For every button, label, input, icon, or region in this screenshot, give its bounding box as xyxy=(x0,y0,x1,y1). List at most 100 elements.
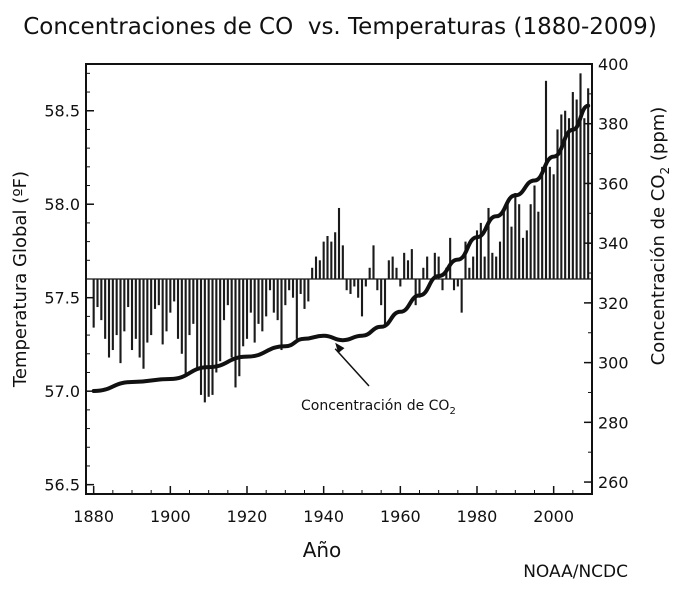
temperature-bar xyxy=(245,279,249,339)
y-axis-left: 56.5 57.0 57.5 58.0 58.5 xyxy=(44,72,94,495)
temperature-bar xyxy=(130,279,134,351)
temperature-bar xyxy=(192,279,195,324)
temperature-bar xyxy=(544,80,548,279)
y-axis-right-label-main: Concentración de CO xyxy=(648,174,669,365)
temperature-bar xyxy=(341,245,344,279)
temperature-bar xyxy=(383,279,387,328)
temperature-bar xyxy=(253,279,256,343)
x-tick-label: 1900 xyxy=(150,507,191,526)
temperature-bar xyxy=(291,279,295,298)
y-right-tick-label: 400 xyxy=(598,55,629,74)
temperature-bar xyxy=(276,279,279,321)
y-right-tick-label: 280 xyxy=(598,413,629,432)
temperature-bar xyxy=(242,279,245,347)
temperature-bar xyxy=(418,279,421,298)
temperature-bar xyxy=(571,92,574,279)
temperature-bar xyxy=(188,279,191,336)
temperature-bar xyxy=(483,256,486,279)
temperature-bar xyxy=(357,279,360,298)
y-axis-right-label-end: (ppm) xyxy=(648,107,669,167)
temperature-bar xyxy=(138,279,141,358)
temperature-bar xyxy=(326,236,329,279)
temperature-bar xyxy=(506,200,509,279)
y-right-tick-label: 380 xyxy=(598,115,629,134)
temperature-bar xyxy=(146,279,149,343)
temperature-bar xyxy=(537,211,540,279)
temperature-bar xyxy=(498,241,502,279)
temperature-bar xyxy=(314,256,318,279)
temperature-bar xyxy=(92,279,95,328)
temperature-bar xyxy=(96,279,99,308)
x-axis: 1880 1900 1920 1940 1960 1980 2000 xyxy=(73,486,574,526)
temperature-bar xyxy=(387,260,390,279)
temperature-bar xyxy=(238,279,241,377)
x-axis-label: Año xyxy=(303,538,342,562)
temperature-bar xyxy=(372,245,375,279)
temperature-bar xyxy=(169,279,172,313)
temperature-bar xyxy=(111,279,114,351)
temperature-bar xyxy=(583,118,586,279)
y-right-tick-label: 300 xyxy=(598,354,629,373)
temperature-bar xyxy=(441,279,444,291)
temperature-bar xyxy=(199,279,203,395)
temperature-bar xyxy=(184,279,187,377)
temperature-bar xyxy=(311,267,314,279)
temperature-bar xyxy=(525,230,528,279)
temperature-bar xyxy=(134,279,137,339)
temperature-bar xyxy=(406,260,410,279)
temperature-bar xyxy=(579,73,582,279)
temperature-bar xyxy=(399,279,402,287)
temperature-bar xyxy=(207,279,210,397)
temperature-bar xyxy=(391,256,394,279)
temperature-bar xyxy=(257,279,260,324)
temperature-bar xyxy=(288,279,291,291)
temperature-bar xyxy=(345,279,348,291)
temperature-bar xyxy=(533,185,536,279)
temperature-bar xyxy=(426,256,429,279)
annotation-arrowhead xyxy=(335,342,345,354)
x-tick-label: 1960 xyxy=(380,507,421,526)
x-tick-label: 1980 xyxy=(457,507,498,526)
temperature-bar xyxy=(541,166,544,279)
y-axis-right-label: Concentración de CO2 (ppm) xyxy=(648,107,672,366)
annotation-label-main: Concentración de CO xyxy=(301,398,449,414)
temperature-bar xyxy=(318,260,321,279)
temperature-bar xyxy=(529,204,532,279)
temperature-bar xyxy=(564,110,567,280)
temperature-bar xyxy=(437,256,440,279)
temperature-bar xyxy=(153,279,157,309)
temperature-bar xyxy=(161,279,164,345)
temperature-bar xyxy=(222,279,226,321)
temperature-bar xyxy=(142,279,145,369)
temperature-bar xyxy=(514,193,517,279)
temperature-bar xyxy=(422,267,425,279)
temperature-bar xyxy=(234,279,237,388)
y-left-tick-label: 58.0 xyxy=(44,195,80,214)
temperature-bar xyxy=(337,207,341,279)
temperature-bar xyxy=(456,279,459,287)
temperature-bar xyxy=(123,279,126,332)
temperature-bar xyxy=(468,267,471,279)
y-right-tick-label: 260 xyxy=(598,473,629,492)
temperature-bar xyxy=(307,279,310,302)
y-axis-left-label: Temperatura Global (ºF) xyxy=(10,171,31,388)
annotation-arrow xyxy=(334,348,370,387)
temperature-bar xyxy=(414,279,417,306)
temperature-bar xyxy=(127,279,130,308)
temperature-bar xyxy=(119,279,122,364)
temperature-bar xyxy=(349,279,352,294)
temperature-bar xyxy=(479,222,482,279)
temperature-bar xyxy=(360,279,364,317)
temperature-bar xyxy=(173,279,176,302)
temperature-bar xyxy=(295,279,298,339)
temperature-bar xyxy=(449,237,452,279)
temperature-bar xyxy=(211,279,214,395)
temperature-bar xyxy=(521,237,525,279)
temperature-bar xyxy=(518,204,521,279)
temperature-bar xyxy=(284,279,287,306)
y-left-tick-label: 58.5 xyxy=(44,102,80,121)
y-right-tick-label: 340 xyxy=(598,234,629,253)
temperature-bar xyxy=(330,241,333,279)
temperature-bar xyxy=(268,279,272,291)
